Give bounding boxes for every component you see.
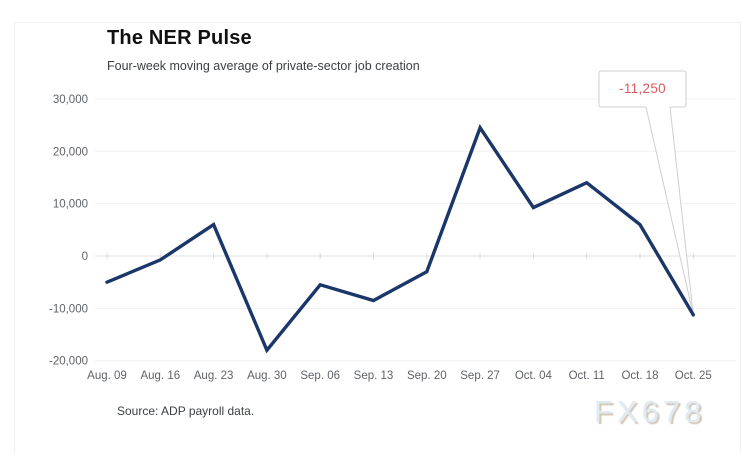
x-axis-label: Sep. 20 [407, 370, 447, 382]
x-axis-label: Aug. 23 [194, 370, 234, 382]
x-axis-label: Aug. 16 [140, 370, 180, 382]
x-axis-label: Oct. 04 [515, 370, 553, 382]
x-axis-label: Sep. 06 [300, 370, 340, 382]
callout-pointer-edge [669, 106, 694, 315]
x-axis-label: Sep. 13 [354, 370, 394, 382]
x-axis-label: Sep. 27 [460, 370, 500, 382]
x-axis-label: Oct. 25 [675, 370, 712, 382]
x-axis-label: Aug. 30 [247, 370, 287, 382]
annotation-callout-box [598, 70, 687, 108]
chart-title: The NER Pulse [107, 27, 252, 49]
data-line [105, 124, 695, 354]
x-axis-label: Oct. 11 [569, 370, 605, 382]
x-axis-label: Aug. 09 [87, 370, 127, 382]
x-axis-label: Oct. 18 [621, 370, 658, 382]
y-axis-label: -20,000 [49, 356, 88, 368]
callout-pointer-edge [645, 106, 694, 316]
y-axis-label: 30,000 [53, 94, 88, 106]
y-axis-label: -10,000 [49, 303, 88, 315]
watermark-logo: FX678 [594, 394, 706, 429]
chart-subtitle: Four-week moving average of private-sect… [107, 59, 420, 73]
y-axis-label: 20,000 [53, 146, 88, 158]
annotation-callout-label: -11,250 [619, 81, 666, 96]
source-note: Source: ADP payroll data. [117, 404, 255, 418]
y-axis-label: 10,000 [53, 199, 88, 211]
y-axis-label: 0 [82, 251, 88, 263]
